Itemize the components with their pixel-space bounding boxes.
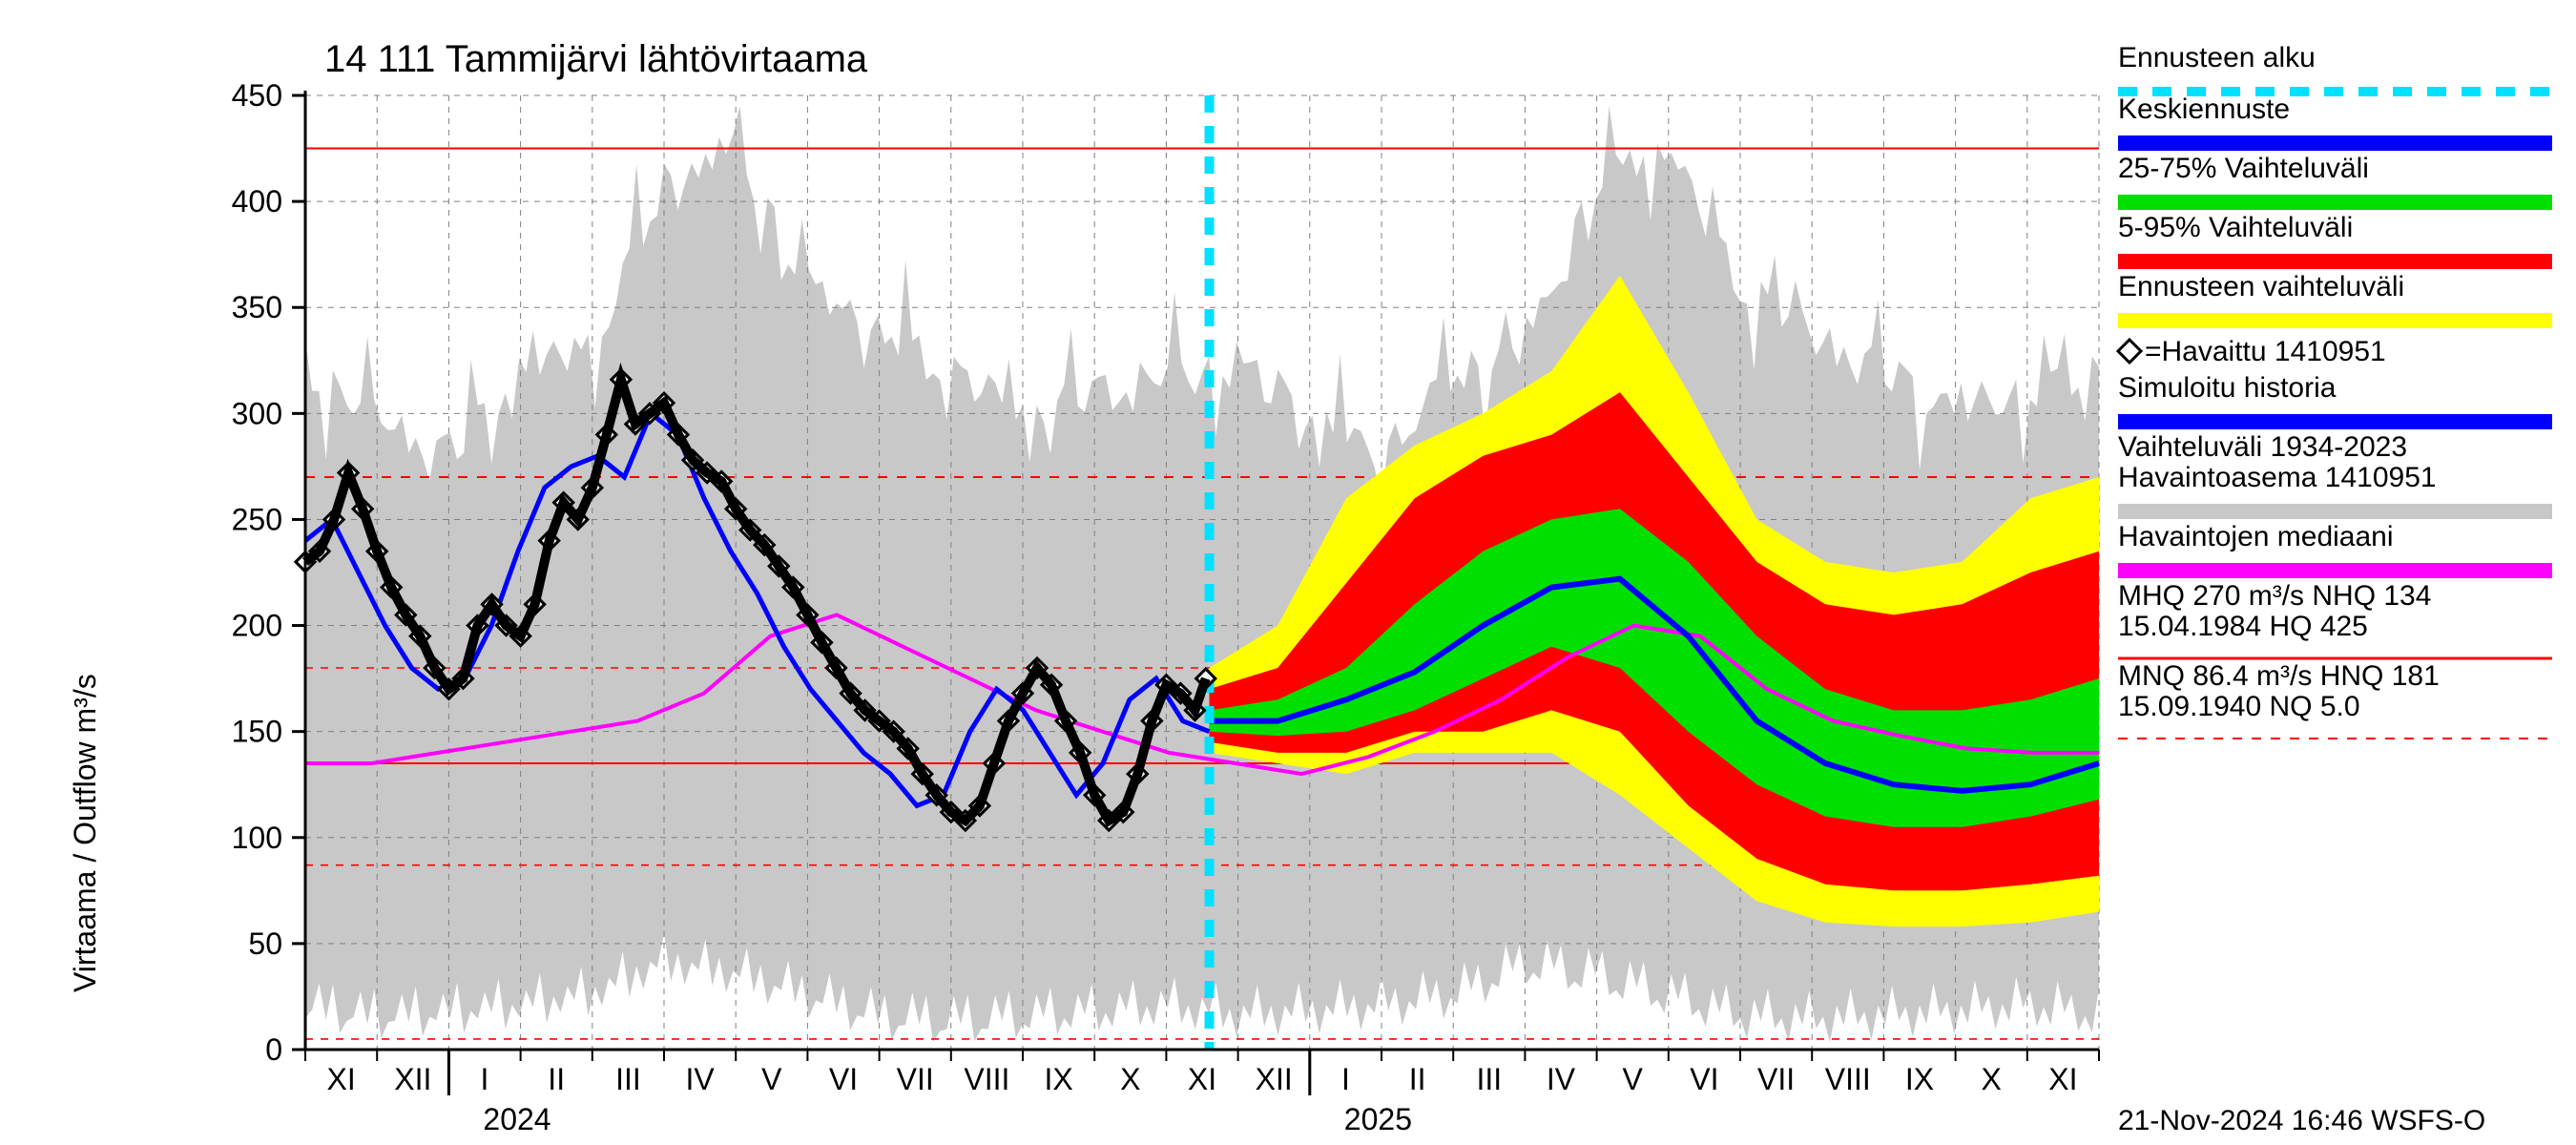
legend-label: MHQ 270 m³/s NHQ 134 <box>2118 580 2431 612</box>
legend-label: Keskiennuste <box>2118 94 2290 125</box>
x-tick-label: VIII <box>964 1062 1009 1096</box>
x-tick-label: I <box>481 1062 489 1096</box>
legend-label: Simuloitu historia <box>2118 372 2337 404</box>
hydrograph-chart: 050100150200250300350400450XIXIIIIIIIIIV… <box>0 0 2576 1145</box>
y-tick-label: 300 <box>232 396 282 430</box>
y-tick-label: 150 <box>232 715 282 749</box>
y-tick-label: 50 <box>248 926 282 961</box>
legend-swatch <box>2118 254 2552 269</box>
year-label: 2024 <box>483 1102 551 1136</box>
x-tick-label: IX <box>1905 1062 1934 1096</box>
legend-label: Ennusteen alku <box>2118 42 2316 73</box>
legend-label: Ennusteen vaihteluväli <box>2118 271 2404 302</box>
x-tick-label: X <box>1120 1062 1140 1096</box>
legend-label: 5-95% Vaihteluväli <box>2118 212 2353 243</box>
x-tick-label: XI <box>1188 1062 1216 1096</box>
legend-label: Havaintojen mediaani <box>2118 521 2394 552</box>
x-tick-label: VI <box>1690 1062 1718 1096</box>
x-tick-label: II <box>1409 1062 1426 1096</box>
x-tick-label: II <box>548 1062 565 1096</box>
legend-label: =Havaittu 1410951 <box>2145 336 2386 367</box>
legend-swatch <box>2118 504 2552 519</box>
y-tick-label: 450 <box>232 78 282 113</box>
x-tick-label: XII <box>1256 1062 1293 1096</box>
chart-title: 14 111 Tammijärvi lähtövirtaama <box>324 38 868 80</box>
legend-swatch <box>2118 195 2552 210</box>
y-tick-label: 250 <box>232 502 282 536</box>
legend-label: Vaihteluväli 1934-2023 <box>2118 431 2407 463</box>
x-tick-label: IV <box>1547 1062 1576 1096</box>
legend-label: MNQ 86.4 m³/s HNQ 181 <box>2118 660 2440 692</box>
y-tick-label: 350 <box>232 290 282 324</box>
x-tick-label: VI <box>829 1062 858 1096</box>
x-tick-label: XII <box>394 1062 431 1096</box>
x-tick-label: VII <box>1757 1062 1795 1096</box>
x-tick-label: I <box>1341 1062 1350 1096</box>
x-tick-label: VII <box>897 1062 934 1096</box>
legend-swatch <box>2118 313 2552 328</box>
x-tick-label: XI <box>2048 1062 2077 1096</box>
legend-swatch <box>2118 563 2552 578</box>
y-tick-label: 400 <box>232 184 282 219</box>
legend-label: 25-75% Vaihteluväli <box>2118 153 2369 184</box>
y-tick-label: 0 <box>265 1032 282 1067</box>
x-tick-label: VIII <box>1825 1062 1871 1096</box>
year-label: 2025 <box>1344 1102 1412 1136</box>
x-tick-label: V <box>761 1062 782 1096</box>
x-tick-label: IV <box>685 1062 715 1096</box>
y-tick-label: 100 <box>232 821 282 855</box>
x-tick-label: X <box>1982 1062 2002 1096</box>
x-tick-label: III <box>1476 1062 1502 1096</box>
legend-sublabel: Havaintoasema 1410951 <box>2118 462 2437 493</box>
y-axis-label: Virtaama / Outflow m³/s <box>68 674 102 992</box>
x-tick-label: XI <box>326 1062 355 1096</box>
legend-swatch <box>2118 414 2552 429</box>
legend-swatch <box>2118 135 2552 151</box>
footer-timestamp: 21-Nov-2024 16:46 WSFS-O <box>2118 1105 2485 1136</box>
x-tick-label: IX <box>1044 1062 1072 1096</box>
x-tick-label: III <box>615 1062 641 1096</box>
legend-sublabel: 15.09.1940 NQ 5.0 <box>2118 691 2360 722</box>
y-tick-label: 200 <box>232 609 282 643</box>
x-tick-label: V <box>1623 1062 1644 1096</box>
legend-sublabel: 15.04.1984 HQ 425 <box>2118 611 2368 642</box>
